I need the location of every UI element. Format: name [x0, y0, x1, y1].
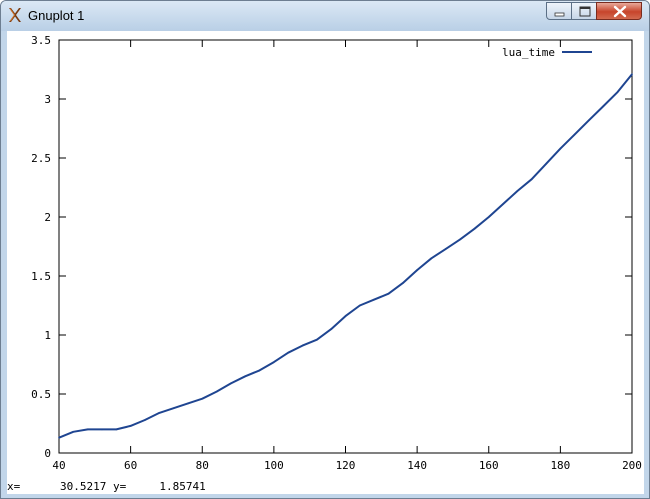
plot-border: [58, 39, 633, 454]
data-point: [487, 216, 490, 218]
y-tick-label: 0: [44, 447, 51, 460]
plot-area[interactable]: 40 60 80 100 120 140 160 180 200 0 0.5 1 1.5 2 2.5 3 3.5…: [7, 31, 644, 494]
data-point: [144, 419, 146, 421]
title-bar[interactable]: Gnuplot 1: [1, 1, 649, 31]
data-point: [502, 203, 504, 205]
data-point: [172, 407, 175, 409]
minimize-icon: [554, 12, 565, 17]
data-point: [402, 282, 404, 284]
y-tick-label: 3: [44, 93, 51, 106]
data-point: [387, 292, 390, 295]
x-tick-label: 60: [124, 459, 137, 472]
data-point: [416, 269, 418, 271]
data-point: [516, 190, 519, 192]
data-point: [344, 315, 347, 317]
x-tick-label: 160: [479, 459, 499, 472]
x-tick-label: 200: [622, 459, 642, 472]
data-point: [373, 298, 375, 301]
legend-label: lua_time: [502, 46, 555, 59]
data-point: [258, 369, 261, 372]
data-point: [430, 257, 433, 260]
x-tick-label: 120: [336, 459, 356, 472]
data-point: [473, 228, 476, 230]
data-point: [530, 178, 533, 181]
y-tick-label: 2.5: [31, 152, 51, 165]
data-point: [316, 338, 318, 341]
data-point: [201, 397, 204, 400]
data-point: [330, 328, 332, 330]
x-tick-label: 180: [550, 459, 570, 472]
data-point: [287, 351, 290, 354]
window-title: Gnuplot 1: [28, 8, 85, 23]
close-icon: [613, 5, 627, 18]
data-point: [273, 361, 275, 363]
status-bar: x= 30.5217 y= 1.85741: [7, 479, 644, 494]
cursor-y-value: 1.85741: [159, 480, 206, 493]
x-tick-label: 100: [264, 459, 284, 472]
data-point: [444, 248, 447, 250]
data-point: [301, 344, 304, 347]
series-line-lua_time: [58, 73, 633, 439]
x-tick-label: 80: [196, 459, 209, 472]
y-tick-label: 3.5: [31, 34, 51, 47]
data-point: [86, 428, 89, 431]
data-point: [545, 163, 547, 165]
data-point: [588, 119, 590, 122]
y-tick-label: 0.5: [31, 388, 51, 401]
data-point: [602, 105, 605, 107]
y-tick-label: 1.5: [31, 270, 51, 283]
minimize-button[interactable]: [546, 2, 572, 20]
close-button[interactable]: [596, 2, 642, 20]
x-window-icon: [9, 8, 21, 22]
data-point: [244, 375, 247, 378]
line-chart[interactable]: 40 60 80 100 120 140 160 180 200 0 0.5 1 1.5 2 2.5 3 3.5…: [7, 31, 644, 479]
data-point: [115, 428, 118, 431]
data-point: [158, 412, 161, 414]
cursor-x-value: 30.5217: [60, 480, 107, 493]
data-point: [359, 304, 361, 307]
data-point: [459, 238, 461, 241]
cursor-x-label: x=: [7, 480, 21, 493]
data-point: [631, 73, 633, 76]
x-tick-label: 140: [407, 459, 427, 472]
maximize-button[interactable]: [571, 2, 597, 20]
data-point: [129, 425, 132, 427]
data-point: [230, 382, 232, 385]
data-point: [72, 430, 75, 433]
data-point: [101, 428, 103, 431]
maximize-icon: [579, 6, 591, 17]
x-tick-label: 40: [52, 459, 65, 472]
cursor-y-label: y=: [112, 480, 127, 493]
data-point: [215, 390, 218, 393]
data-point: [58, 436, 60, 439]
data-point: [616, 91, 619, 93]
data-point: [187, 402, 189, 405]
y-tick-label: 1: [44, 329, 51, 342]
data-point: [573, 133, 576, 136]
y-tick-label: 2: [44, 211, 51, 224]
data-point: [559, 147, 562, 150]
